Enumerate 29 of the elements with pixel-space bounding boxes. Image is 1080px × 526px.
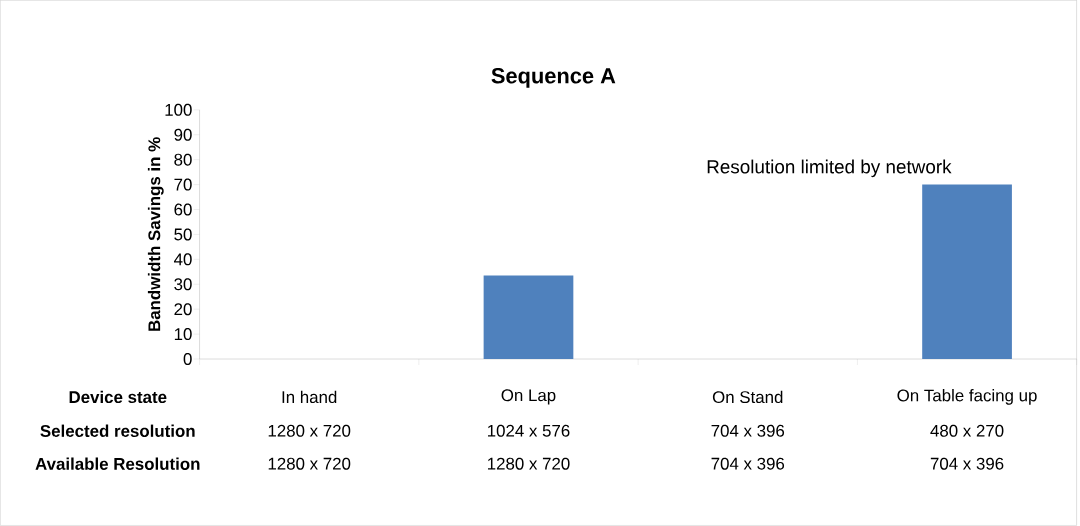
y-tick-label: 90 [174,128,192,141]
x-tick-label: On Lap [501,389,556,405]
y-tick-label: 30 [174,278,192,291]
text: Available Resolution [35,457,200,471]
y-tick-label: 20 [174,303,192,316]
y-tick-label: 70 [174,178,192,191]
x-axis-title: Device state [69,390,167,404]
text: Selected resolution [40,424,195,438]
text: 704 x 396 [711,457,785,470]
y-tick-label: 40 [173,253,192,266]
x-tick-label: On Table facing up [897,389,1037,405]
y-tick-label: 60 [174,203,192,216]
text: 1280 x 720 [268,424,351,437]
chart-title: Sequence A [491,68,616,88]
text: 704 x 396 [711,424,785,437]
x-tick-label: On Stand [712,390,783,404]
y-tick-label: 80 [174,153,192,166]
text: 1280 x 720 [268,457,351,470]
y-tick-label: 100 [165,104,192,116]
text: 704 x 396 [930,457,1004,470]
y-tick-label: 50 [174,228,192,241]
annotation: Resolution limited by network [707,159,952,178]
text: 1280 x 720 [488,457,570,470]
y-axis-title: Bandwidth Savings in % [147,137,164,331]
y-tick-label: 0 [183,353,192,366]
text: 480 x 270 [930,424,1004,437]
x-tick-label: In hand [282,390,337,404]
y-tick-label: 10 [174,328,192,341]
text: 1024 x 576 [488,424,570,437]
